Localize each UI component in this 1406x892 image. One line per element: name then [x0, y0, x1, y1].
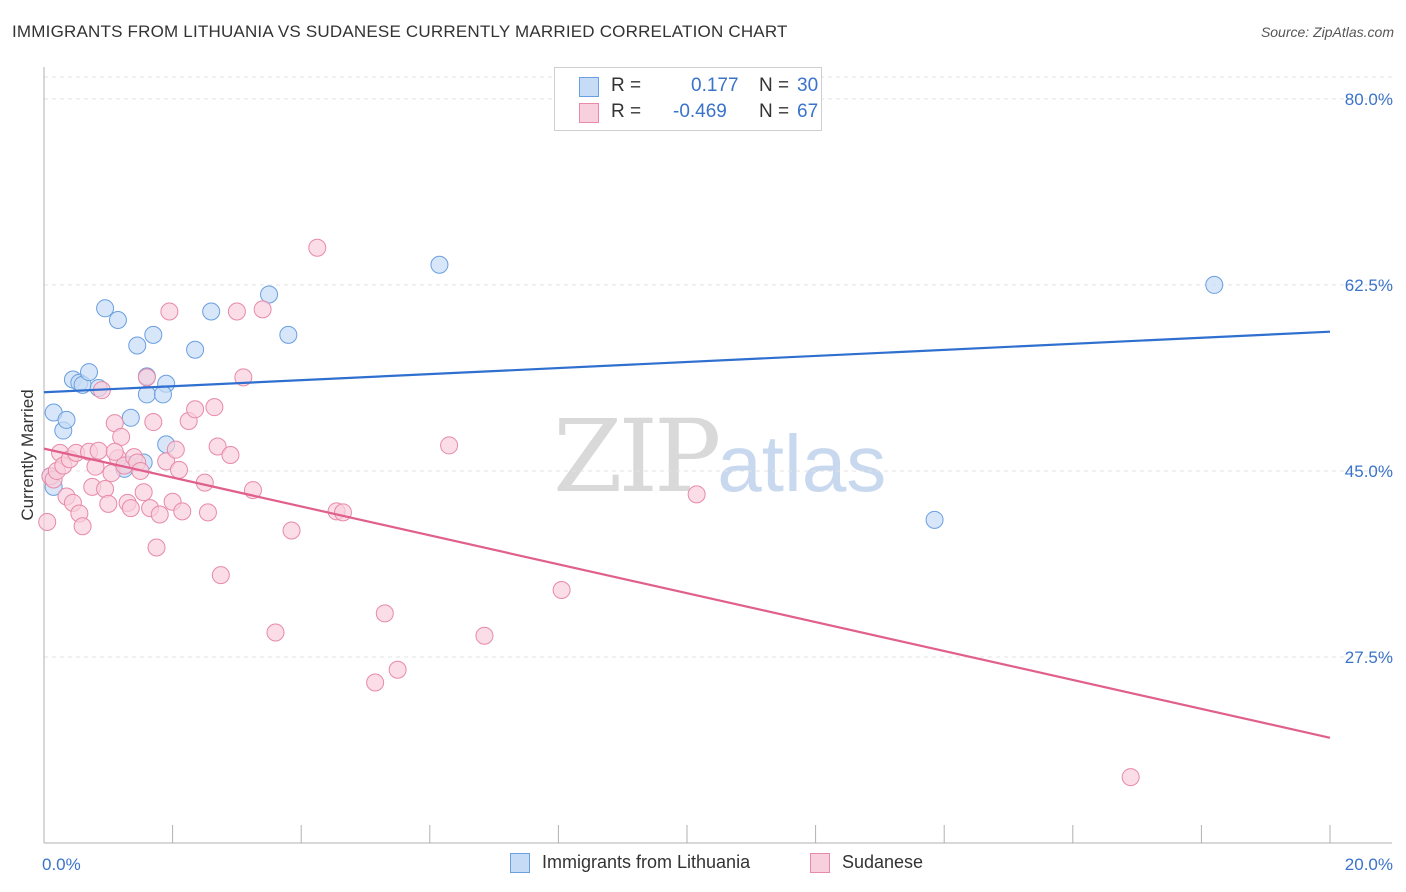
- sudanese-point: [160, 302, 179, 321]
- sudanese-point: [198, 503, 217, 522]
- sudanese-point: [144, 413, 163, 432]
- lithuania-point: [186, 340, 205, 359]
- watermark-atlas: atlas: [717, 419, 887, 508]
- legend-n-label: N =: [759, 75, 790, 96]
- sudanese-point: [687, 485, 706, 504]
- sudanese-point: [38, 512, 57, 531]
- sudanese-point: [134, 483, 153, 502]
- lithuania-point: [128, 336, 147, 355]
- lithuania-point: [1205, 275, 1224, 294]
- source-credit: Source: ZipAtlas.com: [1260, 24, 1394, 40]
- y-tick-label: 80.0%: [1345, 90, 1393, 109]
- sudanese-point: [211, 566, 230, 585]
- sudanese-point: [173, 502, 192, 521]
- chart-title: IMMIGRANTS FROM LITHUANIA VS SUDANESE CU…: [12, 22, 788, 41]
- sudanese-point: [112, 427, 131, 446]
- lithuania-point: [925, 510, 944, 529]
- x-tick-label: 0.0%: [42, 855, 81, 874]
- y-tick-label: 27.5%: [1345, 648, 1393, 667]
- sudanese-point: [208, 437, 227, 456]
- series-label-sudanese: Sudanese: [842, 852, 924, 872]
- correlation-legend: R = 0.177 N = 30 R = -0.469 N = 67: [554, 67, 822, 131]
- y-axis-label: Currently Married: [18, 389, 37, 521]
- sudanese-point: [170, 460, 189, 479]
- legend-n-value: 30: [797, 75, 819, 96]
- sudanese-point: [121, 499, 140, 518]
- sudanese-point: [73, 517, 92, 536]
- sudanese-point: [375, 604, 394, 623]
- legend-r-value: 0.177: [691, 75, 739, 96]
- sudanese-point: [366, 673, 385, 692]
- sudanese-point: [282, 521, 301, 540]
- lithuania-point: [121, 408, 140, 427]
- sudanese-point: [186, 400, 205, 419]
- sudanese-point: [96, 480, 115, 499]
- sudanese-point: [99, 494, 118, 513]
- sudanese-point: [166, 440, 185, 459]
- sudanese-point: [205, 398, 224, 417]
- sudanese-point: [308, 238, 327, 257]
- lithuania-point: [108, 310, 127, 329]
- y-tick-label: 45.0%: [1345, 462, 1393, 481]
- legend-r-label: R =: [611, 101, 642, 122]
- lithuania-point: [57, 410, 76, 429]
- lithuania-point: [260, 285, 279, 304]
- lithuania-point: [430, 255, 449, 274]
- sudanese-point: [150, 505, 169, 524]
- sudanese-point: [266, 623, 285, 642]
- sudanese-point: [221, 446, 240, 464]
- sudanese-point: [147, 538, 166, 557]
- sudanese-point: [137, 368, 156, 387]
- lithuania-point: [80, 363, 99, 382]
- legend-swatch-sudanese: [579, 103, 599, 123]
- y-tick-label: 62.5%: [1345, 276, 1393, 295]
- sudanese-point: [388, 660, 407, 679]
- series-swatch-lithuania: [510, 853, 530, 873]
- series-label-lithuania: Immigrants from Lithuania: [542, 852, 751, 872]
- sudanese-point: [440, 436, 459, 455]
- lithuania-point: [279, 325, 298, 344]
- legend-n-label: N =: [759, 101, 790, 122]
- sudanese-point: [253, 300, 272, 319]
- sudanese-point: [105, 442, 124, 461]
- series-swatch-sudanese: [810, 853, 830, 873]
- lithuania-point: [96, 299, 115, 318]
- sudanese-point: [227, 302, 246, 321]
- legend-r-label: R =: [611, 75, 642, 96]
- legend-swatch-lithuania: [579, 77, 599, 97]
- x-tick-label: 20.0%: [1345, 855, 1393, 874]
- sudanese-point: [157, 452, 176, 471]
- lithuania-point: [153, 385, 172, 404]
- lithuania-trend-line: [43, 330, 1331, 394]
- lithuania-point: [202, 302, 221, 321]
- sudanese-trend-line: [43, 447, 1331, 739]
- sudanese-point: [552, 581, 571, 600]
- sudanese-point: [1121, 768, 1140, 787]
- sudanese-point: [475, 626, 494, 645]
- sudanese-point: [89, 441, 108, 460]
- legend-r-value: -0.469: [673, 101, 727, 122]
- sudanese-point: [333, 503, 352, 522]
- legend-n-value: 67: [797, 101, 819, 122]
- lithuania-point: [144, 325, 163, 344]
